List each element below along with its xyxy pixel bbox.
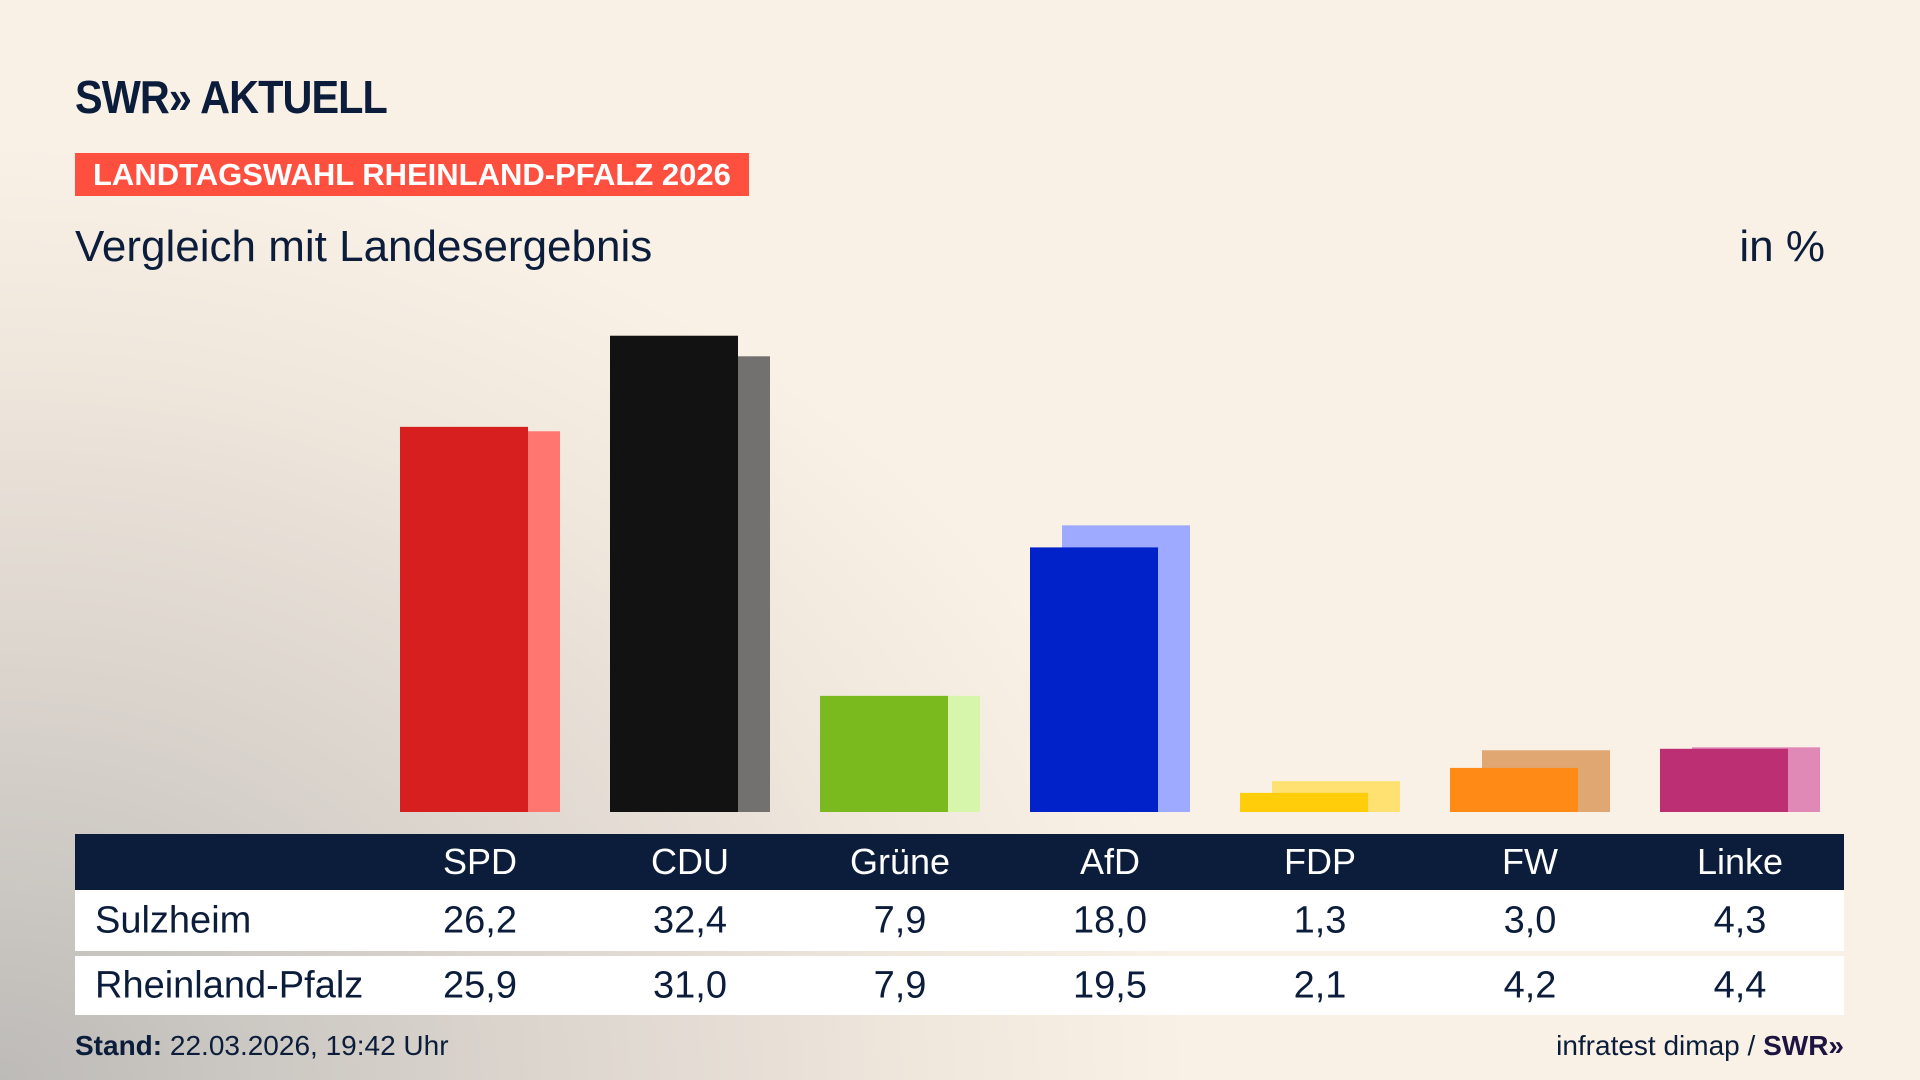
table-cell: 31,0 [653, 964, 727, 1006]
table-cell: 4,2 [1503, 964, 1557, 1006]
table-cell: 1,3 [1293, 899, 1347, 941]
table-row: Rheinland-Pfalz 25,9 31,0 7,9 19,5 2,1 4,2 4,4 [75, 956, 1844, 1015]
column-header: SPD [442, 841, 518, 882]
table-cell: 18,0 [1073, 899, 1147, 941]
election-banner: LANDTAGSWAHL RHEINLAND-PFALZ 2026 [75, 153, 749, 196]
swr-footer-logo: SWR» [1763, 1030, 1844, 1061]
source: infratest dimap / SWR» [1556, 1030, 1844, 1062]
bar-grüne-local [820, 695, 948, 812]
stand-label: Stand: [75, 1030, 163, 1061]
column-header: AfD [1079, 841, 1140, 882]
stand-value: 22.03.2026, 19:42 Uhr [169, 1030, 449, 1061]
column-header: FDP [1284, 841, 1356, 882]
bar-spd-local [400, 426, 528, 812]
chart-subtitle: Vergleich mit Landesergebnis [75, 222, 653, 271]
table-cell: 26,2 [443, 899, 517, 941]
unit-label: in % [1739, 222, 1825, 271]
table-header: SPD CDU Grüne AfD FDP FW Linke [75, 834, 1844, 890]
bar-fdp-local [1240, 792, 1368, 812]
row-label: Rheinland-Pfalz [95, 964, 364, 1006]
table-cell: 4,4 [1713, 964, 1767, 1006]
bar-cdu-local [610, 335, 738, 812]
timestamp: Stand: 22.03.2026, 19:42 Uhr [75, 1030, 449, 1062]
column-header: Linke [1696, 841, 1784, 882]
table-cell: 19,5 [1073, 964, 1147, 1006]
column-header: CDU [651, 841, 729, 882]
row-label: Sulzheim [95, 899, 252, 941]
column-header: FW [1502, 841, 1558, 882]
table-cell: 25,9 [443, 964, 517, 1006]
source-text: infratest dimap / [1556, 1030, 1756, 1061]
table-cell: 7,9 [873, 899, 927, 941]
swr-aktuell-logo: SWR» AKTUELL [75, 71, 388, 123]
bar-fw-local [1450, 767, 1578, 812]
table-cell: 2,1 [1293, 964, 1347, 1006]
table-row: Sulzheim 26,2 32,4 7,9 18,0 1,3 3,0 4,3 [75, 890, 1844, 951]
table-cell: 3,0 [1503, 899, 1557, 941]
table-cell: 7,9 [873, 964, 927, 1006]
table-cell: 32,4 [653, 899, 727, 941]
table-cell: 4,3 [1713, 899, 1767, 941]
bar-afd-local [1030, 547, 1158, 812]
bar-linke-local [1660, 748, 1788, 812]
column-header: Grüne [849, 841, 951, 882]
results-table: SPD CDU Grüne AfD FDP FW Linke Sulzheim 26,2 32… [75, 834, 1844, 1015]
